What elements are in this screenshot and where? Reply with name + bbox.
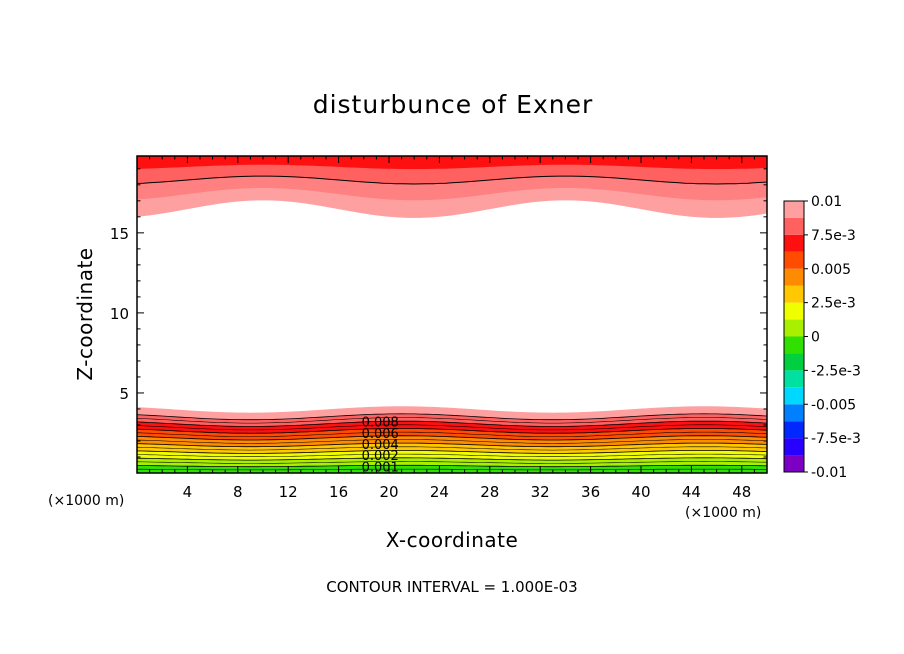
contour-lines xyxy=(136,175,768,471)
x-tick-label: 48 xyxy=(732,483,751,501)
colorbar-swatch xyxy=(784,370,804,388)
y-tick-label: 5 xyxy=(119,385,129,403)
x-tick-label: 12 xyxy=(279,483,298,501)
x-tick-label: 40 xyxy=(631,483,650,501)
bottom-contour-line-8 xyxy=(136,413,768,421)
x-axis-ticks: 4 8 12 16 20 24 28 32 36 40 44 48 xyxy=(136,156,768,501)
x-tick-label: 4 xyxy=(183,483,193,501)
bottom-contour-line-mid-8 xyxy=(136,417,768,424)
bottom-contour-line-mid-2 xyxy=(136,461,768,464)
contour-interval-footer: CONTOUR INTERVAL = 1.000E-03 xyxy=(326,578,577,596)
x-unit-left: (×1000 m) xyxy=(48,493,124,509)
colorbar xyxy=(783,200,805,473)
x-tick-label: 8 xyxy=(233,483,243,501)
chart-title: disturbunce of Exner xyxy=(313,90,594,119)
y-tick-label: 15 xyxy=(110,225,129,243)
x-unit-right: (×1000 m) xyxy=(685,505,761,521)
colorbar-swatch xyxy=(784,404,804,422)
colorbar-label: 0.01 xyxy=(811,194,842,210)
bottom-contour-line-mid-7 xyxy=(136,424,768,431)
bottom-contour-line-1 xyxy=(136,464,768,468)
colorbar-label: 7.5e-3 xyxy=(811,228,856,244)
colorbar-swatch xyxy=(784,201,804,218)
colorbar-swatch xyxy=(784,285,804,303)
bottom-contour-line-4 xyxy=(136,442,768,448)
top-contour-line xyxy=(136,175,768,185)
colorbar-swatch xyxy=(784,455,804,472)
contour-label-1: 0.008 xyxy=(362,416,399,431)
bottom-contour-line-mid-5 xyxy=(136,439,768,444)
colorbar-swatch xyxy=(784,268,804,286)
x-tick-label: 44 xyxy=(682,483,701,501)
x-axis-title: X-coordinate xyxy=(386,528,519,552)
colorbar-swatch xyxy=(784,336,804,354)
colorbar-swatch xyxy=(784,387,804,405)
colorbar-swatch xyxy=(784,421,804,439)
x-tick-label: 16 xyxy=(329,483,348,501)
bottom-contour-line-7 xyxy=(136,420,768,427)
bottom-contour-line-mid-4 xyxy=(136,446,768,451)
colorbar-swatch xyxy=(784,217,804,235)
colorbar-swatch xyxy=(784,302,804,320)
colorbar-label: 0 xyxy=(811,330,820,346)
colorbar-label: -0.01 xyxy=(811,465,847,481)
colorbar-swatch xyxy=(784,353,804,371)
y-axis-ticks: 5 10 15 xyxy=(110,168,767,474)
x-tick-label: 32 xyxy=(531,483,550,501)
x-tick-label: 28 xyxy=(480,483,499,501)
bottom-contour-line-6 xyxy=(136,428,768,434)
bottom-contour-line-mid-3 xyxy=(136,453,768,457)
bottom-contour-line-2 xyxy=(136,457,768,461)
colorbar-swatch xyxy=(784,438,804,456)
bottom-contour-line-mid-1 xyxy=(137,468,768,471)
colorbar-label: -0.005 xyxy=(811,397,856,413)
contour-label-2: 0.006 xyxy=(362,427,399,442)
colorbar-swatch xyxy=(784,234,804,252)
bottom-contour-line-mid-6 xyxy=(136,431,768,437)
bottom-contour-line-5 xyxy=(136,435,768,441)
y-axis-title: Z-coordinate xyxy=(73,247,97,380)
colorbar-swatch xyxy=(784,319,804,337)
bottom-contour-line-3 xyxy=(136,450,768,454)
colorbar-labels: 0.01 7.5e-3 0.005 2.5e-3 0 -2.5e-3 -0.005 -7.5e… xyxy=(804,194,861,481)
x-tick-label: 24 xyxy=(430,483,449,501)
contour-label-3: 0.004 xyxy=(362,438,399,453)
y-tick-label: 10 xyxy=(110,305,129,323)
x-tick-label: 36 xyxy=(581,483,600,501)
colorbar-label: -7.5e-3 xyxy=(811,431,861,447)
colorbar-swatch xyxy=(784,251,804,269)
colorbar-label: 2.5e-3 xyxy=(811,296,856,312)
x-tick-label: 20 xyxy=(379,483,398,501)
colorbar-label: -2.5e-3 xyxy=(811,363,861,379)
contour-label-4: 0.002 xyxy=(362,449,399,464)
colorbar-label: 0.005 xyxy=(811,262,851,278)
